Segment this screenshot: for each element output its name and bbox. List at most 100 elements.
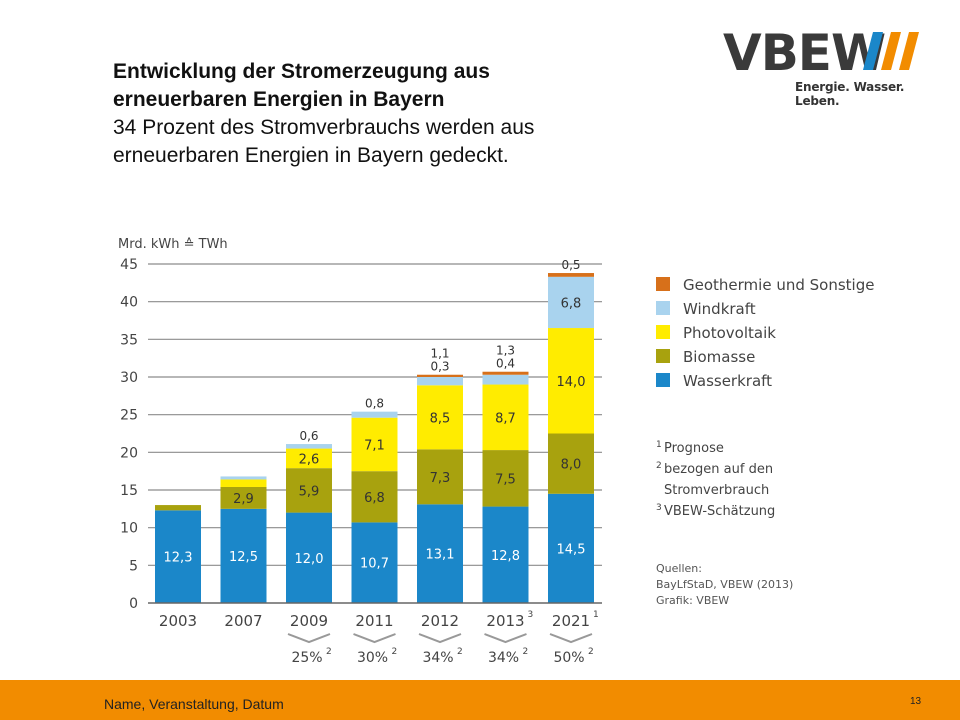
x-tick-superscript: 1 — [593, 610, 599, 620]
percent-superscript: 2 — [326, 647, 332, 657]
data-label: 0,6 — [299, 429, 318, 443]
bar-segment-windkraft — [482, 374, 529, 385]
data-label: 8,0 — [561, 458, 582, 473]
bar-segment-photovoltaik — [286, 448, 332, 469]
note-text: Prognose — [664, 441, 724, 456]
source-text: Quellen: — [656, 562, 702, 575]
bar-segment-biomasse — [286, 468, 332, 513]
percent-chevron-icon — [549, 633, 593, 644]
bar-segment-photovoltaik — [351, 417, 398, 472]
legend-label: Photovoltaik — [683, 324, 776, 342]
bar-segment-windkraft — [548, 276, 594, 329]
percent-chevron-icon — [484, 633, 527, 644]
bar-segment-biomasse — [417, 449, 463, 505]
data-label: 14,0 — [557, 375, 586, 390]
vbew-logo: VBEW Energie. Wasser. Leben. — [723, 24, 928, 108]
y-tick-label: 30 — [120, 370, 138, 386]
x-tick-label: 2013 — [486, 612, 524, 630]
percent-chevron-icon — [418, 633, 462, 644]
x-tick-label: 2011 — [355, 612, 393, 630]
bar-segment-biomasse — [548, 433, 594, 494]
bar-segment-wasserkraft — [548, 493, 594, 603]
legend-swatch — [656, 373, 670, 387]
y-tick-label: 0 — [129, 596, 138, 612]
percent-label: 50% — [553, 650, 584, 666]
slide-title-line-2: erneuerbaren Energien in Bayern — [113, 88, 445, 111]
data-label: 14,5 — [557, 542, 586, 557]
data-label: 5,9 — [299, 484, 320, 499]
y-tick-label: 25 — [120, 408, 138, 424]
bar-segment-biomasse — [351, 471, 398, 523]
legend-swatch — [656, 277, 670, 291]
data-label: 12,3 — [164, 551, 193, 566]
bar-segment-biomasse — [482, 450, 529, 507]
data-label: 6,8 — [364, 491, 385, 506]
bar-segment-wasserkraft — [155, 510, 201, 603]
bar-segment-geothermie-und-sonstige — [482, 371, 529, 375]
y-tick-label: 45 — [120, 257, 138, 273]
source-text: Grafik: VBEW — [656, 594, 729, 607]
bar-segment-windkraft — [417, 377, 463, 386]
data-label: 10,7 — [360, 557, 389, 572]
footer-text: Name, Veranstaltung, Datum — [104, 696, 284, 712]
bar-segment-biomasse — [220, 486, 267, 509]
legend-label: Geothermie und Sonstige — [683, 276, 874, 294]
data-label: 8,7 — [495, 411, 516, 426]
data-label: 1,1 — [430, 347, 449, 361]
data-label: 0,3 — [430, 360, 449, 374]
data-label: 8,5 — [430, 411, 451, 426]
percent-superscript: 2 — [588, 647, 594, 657]
bar-segment-photovoltaik — [220, 479, 267, 487]
legend-swatch — [656, 301, 670, 315]
stacked-bar-chart: Mrd. kWh ≙ TWh 0 5 10 15 20 25 30 35 40 45 12,3 2003… — [118, 237, 874, 666]
percent-label: 34% — [422, 650, 453, 666]
y-tick-label: 40 — [120, 295, 138, 311]
percent-superscript: 2 — [457, 647, 463, 657]
logo-tagline: Energie. Wasser. Leben. — [795, 80, 905, 108]
data-label: 7,1 — [364, 438, 385, 453]
x-tick-label: 2012 — [421, 612, 459, 630]
note-superscript: 3 — [656, 503, 662, 513]
bar-segment-photovoltaik — [548, 328, 594, 434]
legend-label: Windkraft — [683, 300, 756, 318]
y-tick-label: 35 — [120, 332, 138, 348]
y-tick-label: 5 — [129, 558, 138, 574]
bar-segment-wasserkraft — [220, 508, 267, 603]
percent-superscript: 2 — [523, 647, 529, 657]
x-tick-label: 2007 — [224, 612, 262, 630]
data-label: 2,6 — [299, 452, 320, 467]
data-label: 0,4 — [496, 357, 515, 371]
data-label: 7,3 — [430, 471, 451, 486]
bar-segment-photovoltaik — [417, 385, 463, 450]
logo-wordmark: VBEW — [723, 24, 886, 82]
percent-label: 30% — [357, 650, 388, 666]
note-text: bezogen auf den — [664, 462, 773, 477]
bar-segment-wasserkraft — [417, 504, 463, 603]
x-tick-label: 2021 — [552, 612, 590, 630]
x-tick-label: 2003 — [159, 612, 197, 630]
note-superscript: 2 — [656, 461, 662, 471]
percent-superscript: 2 — [392, 647, 398, 657]
data-label: 12,0 — [295, 552, 324, 567]
bar-segment-wasserkraft — [351, 522, 398, 603]
y-axis-label: Mrd. kWh ≙ TWh — [118, 237, 228, 252]
bar-segment-windkraft — [220, 476, 267, 480]
legend-swatch — [656, 349, 670, 363]
data-label: 12,5 — [229, 550, 258, 565]
source-text: BayLfStaD, VBEW (2013) — [656, 578, 793, 591]
slide-subtitle-line-2: erneuerbaren Energien in Bayern gedeckt. — [113, 144, 509, 167]
slide-title-line-1: Entwicklung der Stromerzeugung aus — [113, 60, 490, 83]
data-label: 7,5 — [495, 472, 516, 487]
percent-chevron-icon — [353, 633, 396, 644]
data-label: 13,1 — [426, 548, 455, 563]
y-tick-label: 10 — [120, 521, 138, 537]
bar-segment-biomasse — [155, 505, 201, 511]
bar-segment-windkraft — [286, 444, 332, 449]
slide-subtitle-line-1: 34 Prozent des Stromverbrauchs werden au… — [113, 116, 535, 139]
footer-bar — [0, 680, 960, 720]
percent-label: 34% — [488, 650, 519, 666]
data-label: 0,8 — [365, 397, 384, 411]
note-text: VBEW-Schätzung — [664, 504, 775, 519]
data-label: 1,3 — [496, 344, 515, 358]
page-number: 13 — [910, 696, 922, 707]
